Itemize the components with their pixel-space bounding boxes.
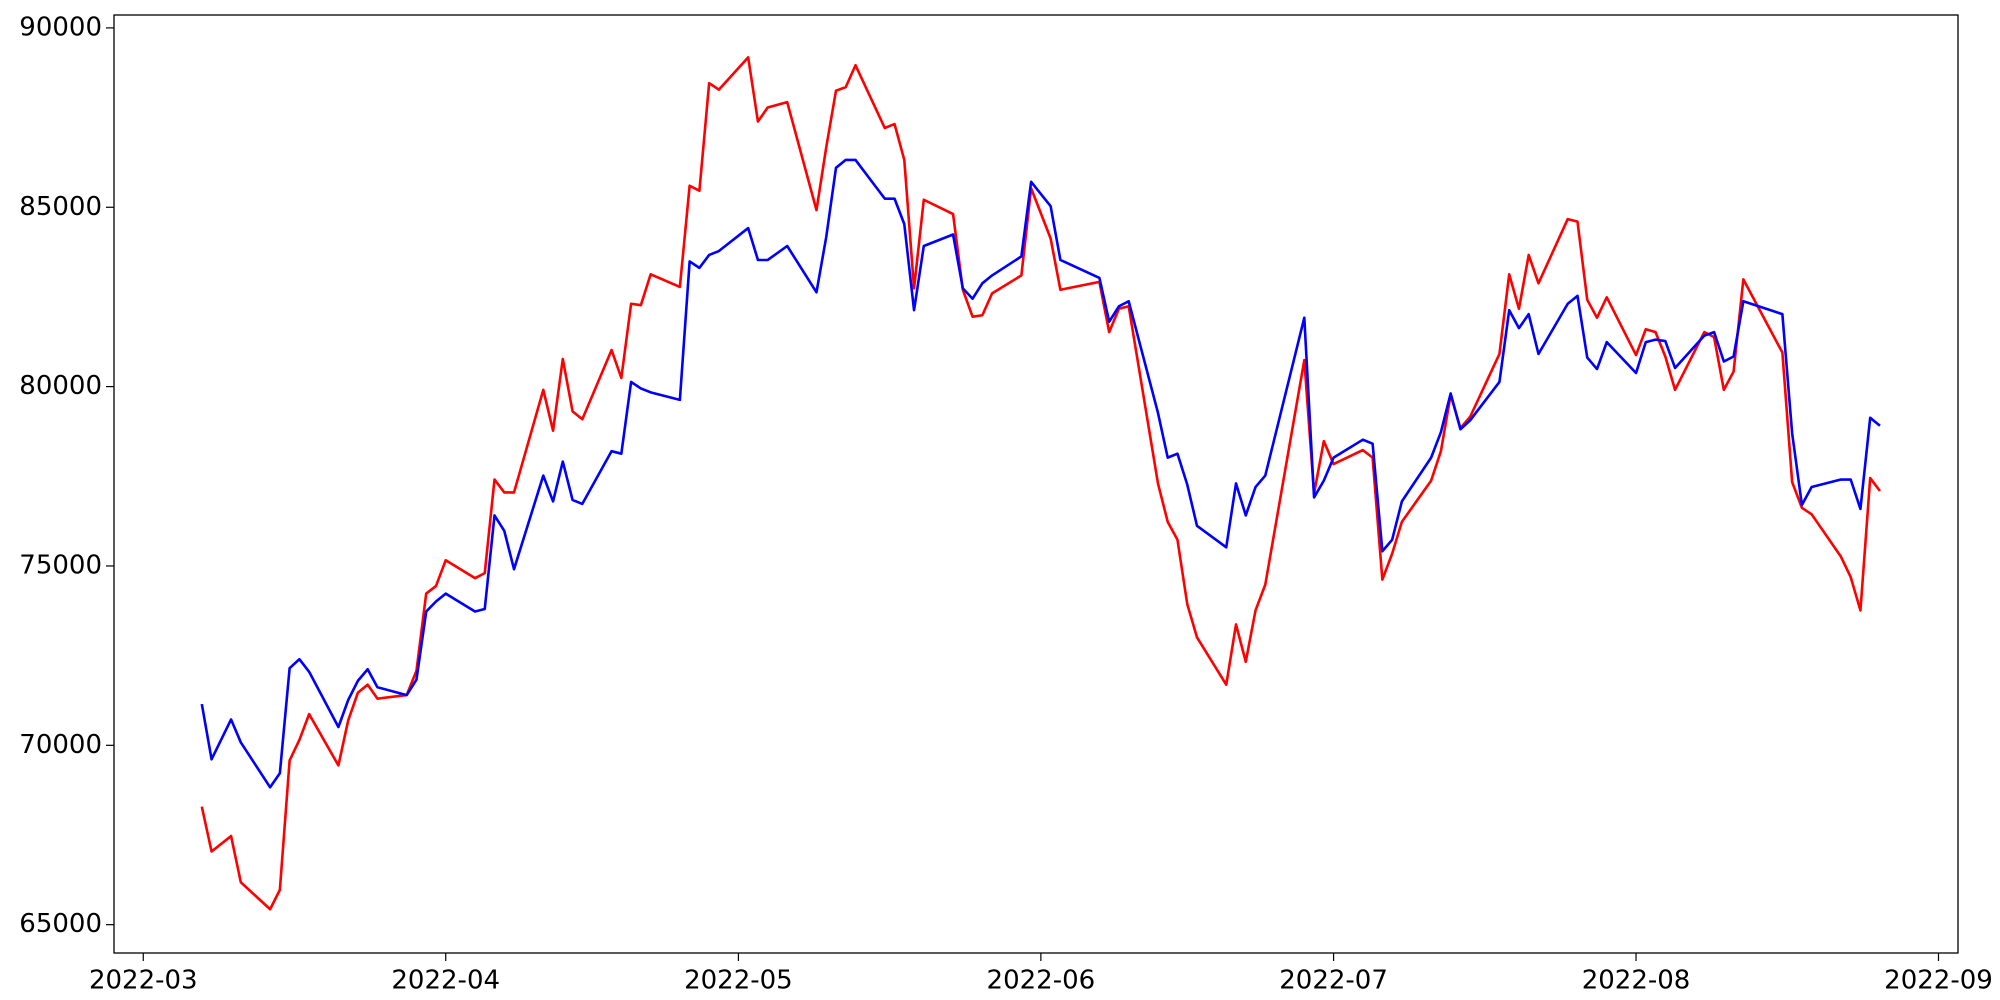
y-tick-label: 70000 xyxy=(19,730,102,760)
plot-frame xyxy=(113,14,1959,954)
x-tick-label: 2022-07 xyxy=(1279,966,1388,996)
y-tick-label: 80000 xyxy=(19,371,102,401)
x-tick-label: 2022-03 xyxy=(89,966,198,996)
x-tick-label: 2022-09 xyxy=(1884,966,1993,996)
y-tick-label: 65000 xyxy=(19,909,102,939)
x-tick-label: 2022-04 xyxy=(391,966,500,996)
line-series xyxy=(200,56,1881,911)
y-tick-label: 75000 xyxy=(19,550,102,580)
x-tick-label: 2022-05 xyxy=(684,966,793,996)
x-tick-label: 2022-08 xyxy=(1582,966,1691,996)
x-tick-label: 2022-06 xyxy=(987,966,1096,996)
y-tick-label: 85000 xyxy=(19,192,102,222)
y-tick-label: 90000 xyxy=(19,12,102,42)
line-series xyxy=(200,158,1881,789)
